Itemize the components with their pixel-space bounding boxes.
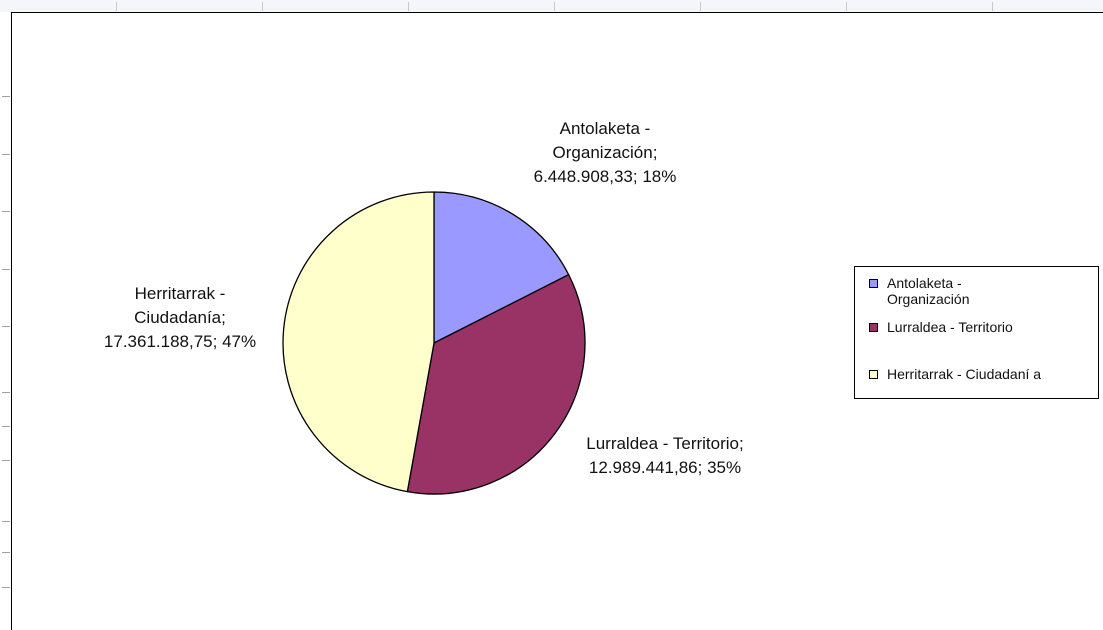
data-label-line: 6.448.908,33; 18%: [533, 167, 677, 186]
pie-slice-herritarrak[interactable]: [282, 191, 435, 493]
row-divider: [2, 326, 10, 327]
legend-swatch: [869, 323, 878, 332]
column-divider: [408, 2, 409, 11]
column-divider: [554, 2, 555, 11]
data-label-lurraldea: Lurraldea - Territorio; 12.989.441,86; 3…: [550, 432, 780, 480]
chart-legend[interactable]: Antolaketa - Organización Lurraldea - Te…: [854, 266, 1099, 399]
data-label-line: Ciudadanía;: [134, 308, 226, 327]
data-label-line: Herritarrak -: [134, 284, 226, 303]
row-divider: [2, 269, 10, 270]
data-label-herritarrak: Herritarrak - Ciudadanía; 17.361.188,75;…: [72, 282, 288, 354]
row-divider: [2, 552, 10, 553]
row-divider: [2, 587, 10, 588]
legend-label: Lurraldea - Territorio: [887, 319, 1013, 335]
row-divider: [2, 96, 10, 97]
column-divider: [262, 2, 263, 11]
legend-label-line: Antolaketa -: [887, 275, 962, 291]
row-divider: [2, 392, 10, 393]
data-label-line: Organización;: [552, 143, 658, 162]
legend-label-line: Lurraldea - Territorio: [887, 319, 1013, 335]
legend-label: Antolaketa - Organización: [887, 275, 970, 307]
row-divider: [2, 460, 10, 461]
row-gutter: [0, 12, 10, 630]
legend-label-line: Organización: [887, 291, 970, 307]
column-divider: [700, 2, 701, 11]
pie-slice-antolaketa[interactable]: [433, 191, 570, 344]
row-divider: [2, 426, 10, 427]
column-divider: [116, 2, 117, 11]
data-label-line: Antolaketa -: [559, 119, 651, 138]
column-divider: [992, 2, 993, 11]
data-label-antolaketa: Antolaketa - Organización; 6.448.908,33;…: [500, 117, 710, 189]
column-divider: [846, 2, 847, 11]
data-label-line: 17.361.188,75; 47%: [103, 332, 257, 351]
row-divider: [2, 154, 10, 155]
data-label-line: Lurraldea - Territorio;: [586, 434, 744, 453]
legend-label-line: Herritarrak - Ciudadaní a: [887, 366, 1042, 382]
row-divider: [2, 211, 10, 212]
legend-label: Herritarrak - Ciudadaní a: [887, 366, 1041, 382]
pie-slice-lurraldea[interactable]: [406, 274, 586, 495]
legend-swatch: [869, 279, 878, 288]
row-divider: [2, 521, 10, 522]
data-label-line: 12.989.441,86; 35%: [588, 458, 742, 477]
legend-swatch: [869, 370, 878, 379]
